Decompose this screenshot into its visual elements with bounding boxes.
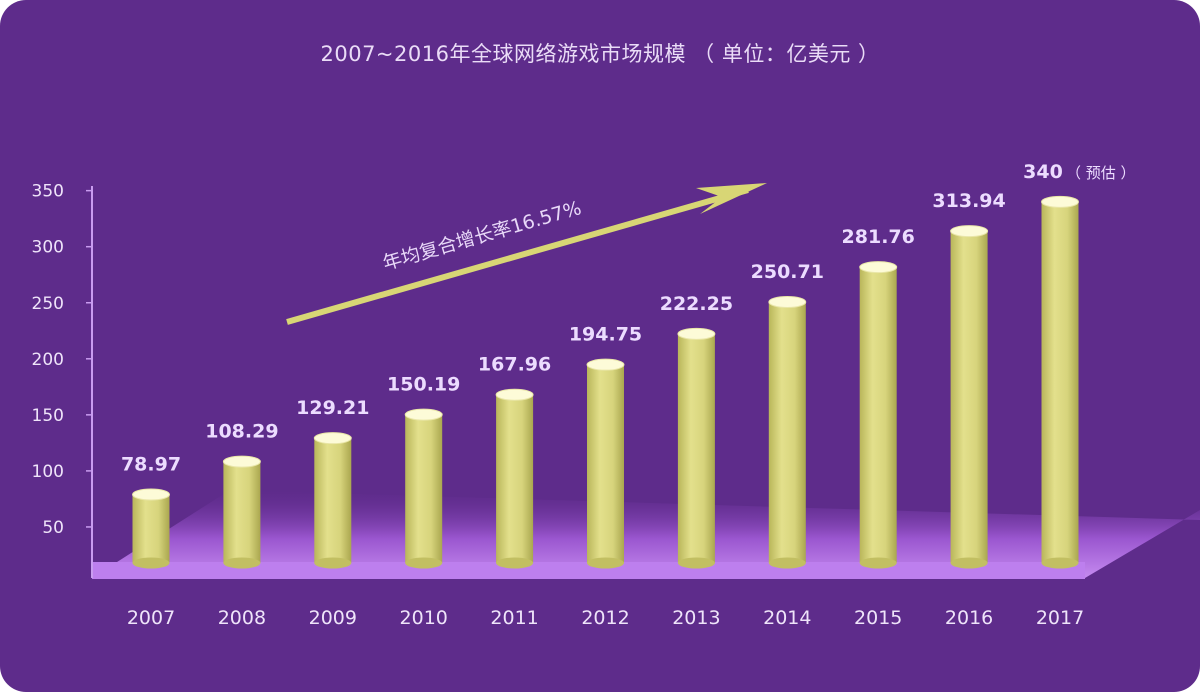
bar-top	[404, 408, 443, 421]
data-label: 150.19	[387, 374, 460, 396]
data-label: 222.25	[660, 293, 733, 315]
bar-base	[405, 557, 443, 569]
bar	[768, 295, 807, 569]
data-label: 78.97	[121, 453, 181, 475]
estimate-note: （ 预估 ）	[1066, 164, 1136, 182]
bar-base	[132, 557, 170, 569]
data-label: 194.75	[569, 324, 642, 346]
x-tick-label: 2017	[1036, 607, 1084, 629]
bar-body	[768, 301, 806, 563]
bar-base	[1041, 557, 1079, 569]
bar	[859, 261, 898, 569]
data-label: 250.71	[751, 261, 824, 283]
bar-base	[314, 557, 352, 569]
chart-floor	[92, 490, 1200, 578]
y-tick-label: 350	[32, 182, 64, 202]
data-label: 167.96	[478, 354, 551, 376]
bar-body	[950, 231, 988, 564]
x-tick-label: 2008	[218, 607, 266, 629]
bar-body	[859, 267, 897, 563]
x-tick-label: 2013	[672, 607, 720, 629]
y-tick-label: 50	[42, 518, 64, 538]
bar-top	[677, 327, 716, 340]
y-tick-label: 100	[32, 462, 64, 482]
x-tick-label: 2010	[400, 607, 448, 629]
bar	[495, 388, 534, 569]
bar-top	[495, 388, 534, 401]
bar-body	[677, 333, 715, 563]
bar-body	[314, 438, 352, 563]
chart-title: 2007~2016年全球网络游戏市场规模 （ 单位：亿美元 ）	[320, 42, 880, 66]
bar-base	[223, 557, 261, 569]
data-label: 281.76	[842, 226, 915, 248]
bar	[1041, 195, 1079, 569]
bar	[677, 327, 716, 569]
bar	[313, 432, 352, 569]
bar-body	[1041, 201, 1079, 564]
bar	[222, 455, 261, 569]
bar-base	[950, 557, 988, 569]
bar-top	[132, 488, 170, 501]
bar	[586, 358, 625, 569]
bar-body	[587, 364, 624, 563]
x-tick-label: 2009	[309, 607, 357, 629]
bar-base	[677, 557, 715, 569]
y-tick-label: 300	[32, 238, 64, 258]
bar-base	[768, 557, 806, 569]
growth-arrow	[286, 183, 767, 325]
data-label: 108.29	[205, 421, 278, 443]
bar-base	[496, 557, 534, 569]
data-label: 340	[1023, 161, 1063, 183]
growth-arrow-shaft	[286, 187, 749, 325]
x-tick-label: 2007	[127, 607, 175, 629]
bar-body	[132, 494, 170, 563]
data-label: 129.21	[296, 397, 369, 419]
data-label: 313.94	[932, 190, 1005, 212]
bar-base	[587, 557, 624, 569]
bar-body	[496, 394, 534, 563]
x-tick-label: 2011	[490, 607, 538, 629]
bar	[950, 225, 989, 569]
bar-body	[223, 461, 261, 563]
bar-top	[586, 358, 625, 371]
x-tick-label: 2014	[763, 607, 811, 629]
y-tick-label: 200	[32, 350, 64, 370]
bar-top	[950, 225, 989, 238]
x-tick-label: 2015	[854, 607, 902, 629]
bar-top	[313, 432, 352, 445]
bar	[132, 488, 170, 569]
y-tick-label: 150	[32, 406, 64, 426]
y-tick-label: 250	[32, 294, 64, 314]
growth-arrow-head	[696, 183, 767, 214]
bar-top	[1041, 195, 1079, 208]
bar-body	[405, 414, 443, 563]
x-tick-label: 2016	[945, 607, 993, 629]
bar-top	[222, 455, 261, 468]
x-tick-label: 2012	[581, 607, 629, 629]
bar-top	[859, 261, 898, 274]
bar-base	[859, 557, 897, 569]
bar-top	[768, 295, 807, 308]
bar	[404, 408, 443, 569]
